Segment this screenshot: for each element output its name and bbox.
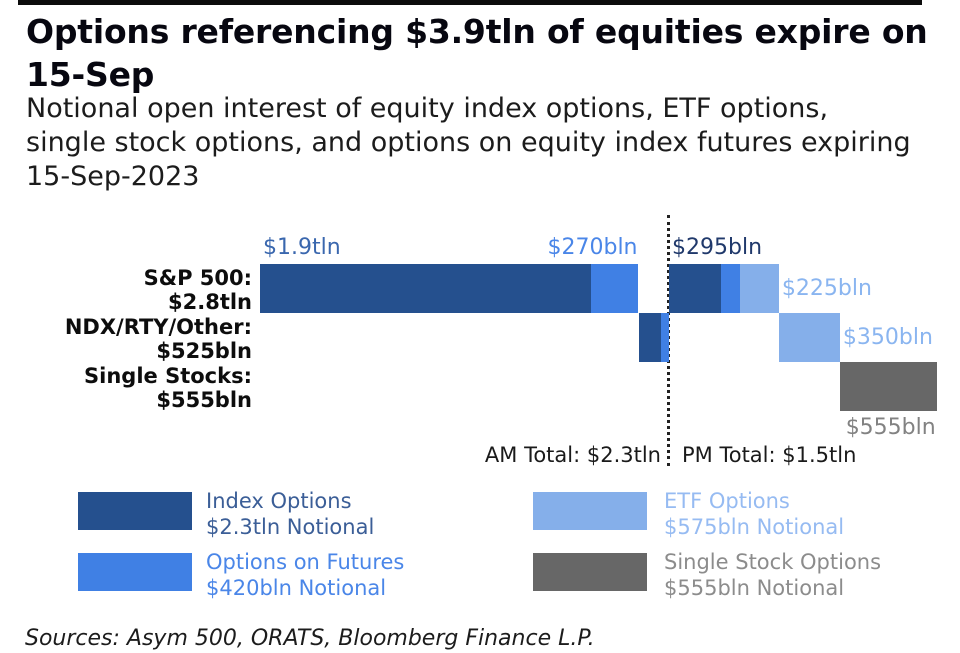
sources-note: Sources: Asym 500, ORATS, Bloomberg Fina… [25, 626, 595, 651]
chart-title-line1: Options referencing $3.9tln of equities … [26, 12, 928, 51]
row-label: S&P 500: $2.8tln [143, 266, 252, 314]
top-divider-rule [18, 0, 922, 5]
legend-value: $420bln Notional [206, 576, 387, 600]
legend-item-index-options: Index Options $2.3tln Notional [78, 489, 374, 540]
legend-label: Single Stock Options [664, 550, 882, 574]
chart-title-line2: 15-Sep [26, 55, 155, 94]
bar-segment-options-on-futures-am [591, 264, 639, 313]
legend-item-single-stock-options: Single Stock Options $555bln Notional [533, 550, 881, 601]
bar-segment-index-options-am [638, 313, 662, 362]
bar-value-label: $350bln [842, 325, 933, 350]
bar-value-label: $555bln [845, 415, 936, 440]
bar-value-label: $225bln [781, 276, 872, 301]
legend-label: ETF Options [664, 489, 790, 513]
legend-value: $575bln Notional [664, 515, 845, 539]
bar-value-label: $270bln [547, 235, 638, 260]
pm-total-label: PM Total: $1.5tln [682, 443, 857, 467]
bar-segment-options-on-futures-pm [720, 264, 740, 313]
legend-label: Index Options [206, 489, 352, 513]
chart-subtitle-line2: single stock options, and options on equ… [26, 127, 911, 158]
chart-subtitle-line3: 15-Sep-2023 [26, 161, 200, 192]
bar-segment-etf-options-pm [739, 264, 779, 313]
legend-label: Options on Futures [206, 550, 405, 574]
legend-text-index-options: Index Options $2.3tln Notional [206, 488, 374, 540]
legend-swatch-options-on-futures [78, 553, 192, 591]
bar-segment-index-options-pm [669, 264, 721, 313]
row-label: Single Stocks: $555bln [84, 364, 252, 412]
legend-text-options-on-futures: Options on Futures $420bln Notional [206, 549, 404, 601]
bar-segment-single-stock-pm [839, 362, 937, 411]
legend-swatch-index-options [78, 492, 192, 530]
legend-text-etf-options: ETF Options $575bln Notional [664, 488, 844, 540]
bar-segment-etf-options-pm [778, 313, 840, 362]
legend-swatch-single-stock-options [533, 553, 647, 591]
legend-text-single-stock-options: Single Stock Options $555bln Notional [664, 549, 881, 601]
chart-subtitle-line1: Notional open interest of equity index o… [26, 93, 829, 124]
bar-segment-index-options-am [260, 264, 592, 313]
legend-value: $2.3tln Notional [206, 515, 375, 539]
bar-value-label: $1.9tln [263, 235, 341, 260]
legend-swatch-etf-options [533, 492, 647, 530]
legend-item-etf-options: ETF Options $575bln Notional [533, 489, 844, 540]
row-label: NDX/RTY/Other: $525bln [64, 315, 252, 363]
legend-value: $555bln Notional [664, 576, 845, 600]
chart-subtitle: Notional open interest of equity index o… [26, 92, 951, 194]
legend-item-options-on-futures: Options on Futures $420bln Notional [78, 550, 404, 601]
bar-value-label: $295bln [672, 235, 763, 260]
chart-title: Options referencing $3.9tln of equities … [26, 10, 936, 96]
bar-segment-options-on-futures-am [661, 313, 669, 362]
am-total-label: AM Total: $2.3tln [484, 443, 661, 467]
